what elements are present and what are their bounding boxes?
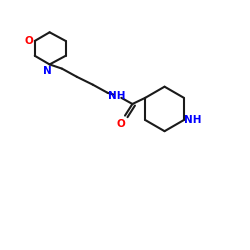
Text: N: N — [43, 66, 52, 76]
Text: NH: NH — [184, 115, 202, 125]
Text: O: O — [117, 118, 126, 128]
Text: O: O — [24, 36, 33, 46]
Text: NH: NH — [108, 91, 126, 101]
